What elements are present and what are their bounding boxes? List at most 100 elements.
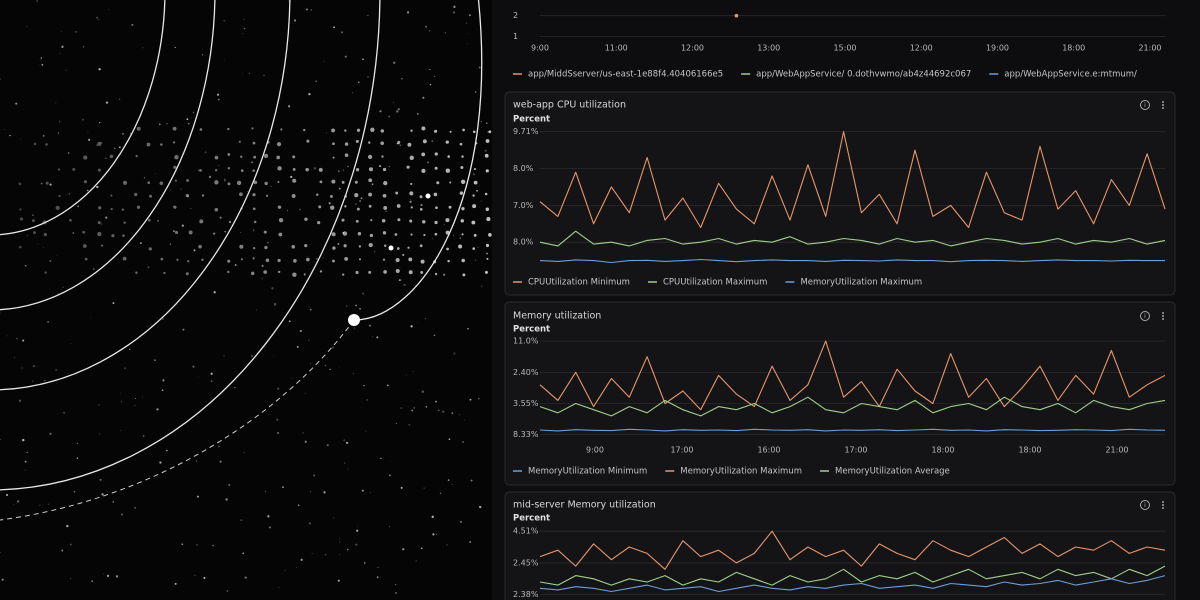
menu-icon[interactable] [1162, 504, 1164, 506]
grid-dot [213, 232, 216, 235]
grid-dot [253, 180, 258, 185]
grid-dot [343, 244, 347, 248]
y-tick-label: 8.33% [513, 430, 539, 439]
star [32, 214, 34, 216]
x-tick-label: 18:00 [1062, 44, 1085, 53]
grid-dot [304, 243, 308, 248]
star [15, 102, 18, 105]
star [402, 548, 405, 551]
star [197, 376, 199, 378]
star [328, 202, 331, 205]
menu-icon[interactable] [1162, 107, 1164, 109]
grid-dot [485, 169, 489, 173]
star [395, 584, 397, 586]
star [39, 504, 41, 506]
star [58, 121, 61, 123]
y-tick-label: 2 [513, 11, 518, 20]
star [76, 457, 79, 459]
star [98, 433, 100, 435]
star [100, 141, 103, 144]
x-tick-label: 15:00 [833, 44, 856, 53]
menu-icon[interactable] [1162, 507, 1164, 509]
star [352, 92, 354, 94]
grid-dot [214, 155, 219, 160]
grid-dot [486, 257, 489, 260]
y-tick-label: 4.51% [513, 527, 539, 536]
grid-dot [462, 128, 465, 132]
grid-dot [369, 233, 374, 238]
star [44, 379, 46, 382]
star [166, 449, 168, 452]
grid-dot [148, 218, 151, 222]
star [251, 355, 253, 357]
star [212, 544, 214, 547]
info-icon[interactable] [1140, 311, 1150, 321]
menu-icon[interactable] [1162, 315, 1164, 317]
menu-icon[interactable] [1162, 501, 1164, 503]
grid-dot [172, 141, 176, 144]
grid-dot [214, 180, 219, 185]
info-icon[interactable] [1140, 500, 1150, 510]
star [101, 244, 103, 247]
menu-icon[interactable] [1162, 101, 1164, 103]
legend-label: MemoryUtilization Average [835, 467, 950, 477]
planet [348, 314, 360, 326]
star [465, 22, 467, 24]
grid-dot [381, 155, 384, 158]
star [98, 404, 100, 406]
star [398, 279, 401, 282]
y-tick-label: 3.55% [513, 399, 539, 408]
star [356, 526, 358, 528]
star [412, 371, 414, 372]
legend-label: MemoryUtilization Maximum [680, 467, 802, 477]
star [162, 318, 164, 320]
star [429, 68, 431, 71]
grid-dot [472, 204, 477, 209]
star [22, 438, 25, 442]
star [26, 26, 28, 28]
grid-dot [227, 167, 231, 170]
star [322, 257, 324, 258]
menu-icon[interactable] [1162, 318, 1164, 320]
star [143, 177, 146, 179]
star [155, 173, 156, 175]
star [244, 576, 247, 579]
x-tick-label: 19:00 [986, 44, 1009, 53]
grid-dot [252, 169, 255, 172]
star [196, 543, 199, 546]
star [443, 223, 445, 226]
star [408, 423, 411, 426]
star [470, 479, 473, 482]
star [32, 365, 35, 368]
star [352, 372, 354, 374]
grid-dot [382, 231, 387, 235]
star [452, 235, 454, 237]
star [302, 432, 304, 434]
star [225, 498, 228, 501]
star [463, 419, 465, 421]
grid-dot [370, 219, 373, 222]
star [286, 209, 289, 211]
star [416, 112, 419, 115]
grid-dot [306, 139, 310, 143]
star [157, 220, 159, 222]
star [68, 193, 71, 195]
grid-dot [263, 230, 267, 234]
grid-dot [72, 231, 75, 234]
star [166, 122, 168, 125]
menu-icon[interactable] [1162, 104, 1164, 106]
menu-icon[interactable] [1162, 312, 1164, 314]
grid-dot [201, 194, 205, 197]
star [396, 110, 399, 113]
star [267, 241, 269, 244]
grid-dot [447, 259, 450, 263]
planet [388, 245, 394, 251]
star [96, 144, 98, 146]
grid-dot [135, 154, 138, 158]
info-icon[interactable] [1140, 100, 1150, 110]
star [341, 31, 343, 34]
star [61, 31, 62, 32]
grid-dot [111, 234, 115, 238]
star [468, 14, 471, 17]
